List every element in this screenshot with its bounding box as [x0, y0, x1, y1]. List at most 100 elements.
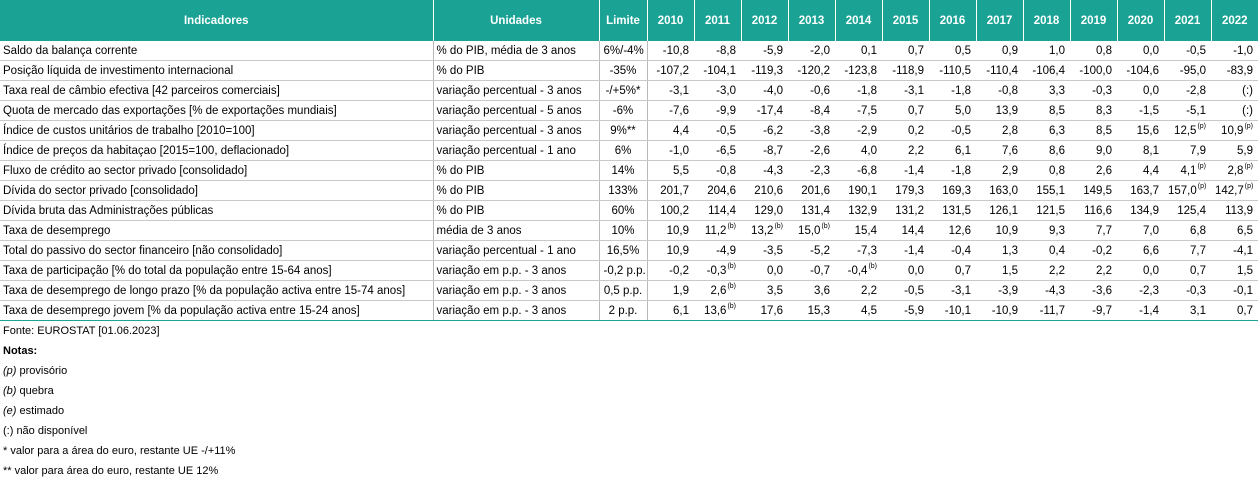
value-cell: 8,3	[1070, 100, 1117, 121]
notes-section: Fonte: EUROSTAT [01.06.2023] Notas: (p) …	[0, 321, 1258, 481]
value-text: -10,1	[944, 304, 971, 317]
table-row: Taxa de desemprego média de 3 anos 10% 10,9…	[0, 220, 1258, 241]
value-cell: (:)	[1211, 80, 1258, 101]
value-text: -4,1	[1233, 244, 1253, 257]
value-text: -118,9	[892, 64, 924, 77]
value-cell: -0,3	[1164, 280, 1211, 301]
value-text: -7,5	[857, 104, 877, 117]
value-cell: 0,0	[1117, 41, 1164, 61]
value-cell: -4,0	[741, 80, 788, 101]
value-text: 3,5	[767, 284, 783, 297]
value-text: 8,6	[1049, 144, 1065, 157]
value-cell: 210,6	[741, 180, 788, 201]
value-text: -0,1	[1233, 284, 1253, 297]
value-text: 7,7	[1096, 224, 1112, 237]
value-text: -110,4	[986, 64, 1018, 77]
value-text: 155,1	[1036, 184, 1065, 197]
value-cell: -0,4(b)	[835, 260, 882, 281]
unit-cell: média de 3 anos	[433, 220, 600, 241]
header-year: 2018	[1023, 0, 1071, 41]
value-cell: -4,3	[1023, 280, 1070, 301]
limit-cell: 16,5%	[599, 240, 648, 261]
indicator-cell: Taxa de participação [% do total da popu…	[0, 260, 434, 281]
value-cell: 6,8	[1164, 220, 1211, 241]
value-text: -11,7	[1039, 304, 1065, 317]
value-cell: -5,9	[882, 300, 929, 321]
value-text: 0,7	[1237, 304, 1253, 317]
value-text: -0,3	[1186, 284, 1206, 297]
value-text: -10,9	[991, 304, 1018, 317]
value-cell: 131,5	[929, 200, 976, 221]
value-text: -1,5	[1139, 104, 1159, 117]
footnote-flag: (b)	[821, 222, 830, 230]
value-text: 201,6	[801, 184, 830, 197]
value-text: 8,5	[1049, 104, 1065, 117]
value-text: -5,1	[1186, 104, 1206, 117]
value-cell: 1,9	[647, 280, 694, 301]
value-cell: 15,6	[1117, 120, 1164, 141]
value-cell: 2,6(b)	[694, 280, 741, 301]
value-text: -3,5	[763, 244, 783, 257]
value-text: 5,0	[955, 104, 971, 117]
value-cell: 131,4	[788, 200, 835, 221]
value-cell: -7,3	[835, 240, 882, 261]
indicator-cell: Taxa de desemprego de longo prazo [% da …	[0, 280, 434, 301]
value-text: -6,8	[857, 164, 877, 177]
value-cell: -10,9	[976, 300, 1023, 321]
indicator-cell: Índice de preços da habitaçao [2015=100,…	[0, 140, 434, 161]
value-cell: -1,8	[929, 80, 976, 101]
value-cell: 15,0(b)	[788, 220, 835, 241]
value-text: -0,5	[904, 284, 924, 297]
value-cell: -0,8	[694, 160, 741, 181]
value-text: -5,2	[810, 244, 830, 257]
indicator-cell: Total do passivo do sector financeiro [n…	[0, 240, 434, 261]
value-text: -0,8	[998, 84, 1018, 97]
value-text: 2,9	[1002, 164, 1018, 177]
value-text: 6,1	[673, 304, 689, 317]
value-cell: 10,9	[647, 240, 694, 261]
value-text: 113,9	[1225, 204, 1253, 217]
limit-cell: -0,2 p.p.	[599, 260, 648, 281]
table-row: Taxa real de câmbio efectiva [42 parceir…	[0, 80, 1258, 101]
value-text: -4,3	[1045, 284, 1065, 297]
value-cell: -0,5	[1164, 41, 1211, 61]
header-year: 2014	[835, 0, 883, 41]
value-cell: -104,6	[1117, 60, 1164, 81]
limit-cell: 60%	[599, 200, 648, 221]
footnote-flag: (p)	[1197, 182, 1207, 190]
table-row: Saldo da balança corrente% do PIB, média…	[0, 41, 1258, 61]
indicator-cell: Taxa real de câmbio efectiva [42 parceir…	[0, 80, 434, 101]
header-year: 2020	[1117, 0, 1165, 41]
value-text: 10,9	[666, 244, 689, 257]
value-text: 7,9	[1190, 144, 1206, 157]
value-text: 15,4	[854, 224, 877, 237]
value-cell: -100,0	[1070, 60, 1117, 81]
value-cell: -2,8	[1164, 80, 1211, 101]
value-text: 4,1	[1180, 164, 1197, 177]
value-text: -1,8	[951, 84, 971, 97]
value-text: -83,9	[1226, 64, 1253, 77]
value-text: 15,0	[798, 224, 821, 237]
value-text: 6,3	[1049, 124, 1065, 137]
value-cell: 7,7	[1070, 220, 1117, 241]
value-text: 0,8	[1096, 44, 1112, 57]
value-text: 12,5	[1174, 124, 1197, 137]
value-text: -123,8	[844, 64, 877, 77]
value-text: 131,2	[895, 204, 924, 217]
value-cell: -9,9	[694, 100, 741, 121]
table-row: Dívida bruta das Administrações públicas…	[0, 200, 1258, 221]
value-cell: -3,8	[788, 120, 835, 141]
value-cell: 134,9	[1117, 200, 1164, 221]
value-cell: 157,0(p)	[1164, 180, 1211, 201]
value-text: 0,7	[955, 264, 971, 277]
value-cell: -1,4	[882, 240, 929, 261]
note-code: (b)	[3, 385, 17, 397]
value-text: -2,8	[1186, 84, 1206, 97]
value-text: 6,1	[955, 144, 971, 157]
value-cell: -7,6	[647, 100, 694, 121]
value-cell: 3,1	[1164, 300, 1211, 321]
value-cell: 4,1(p)	[1164, 160, 1211, 181]
value-cell: -8,4	[788, 100, 835, 121]
limit-cell: 2 p.p.	[599, 300, 648, 321]
value-text: -5,9	[763, 44, 783, 57]
